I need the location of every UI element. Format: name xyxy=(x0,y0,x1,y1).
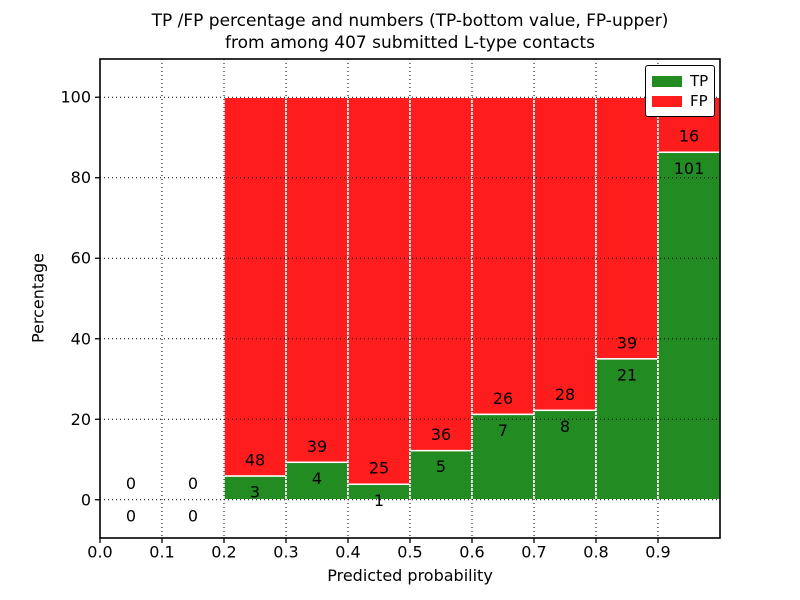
fp-count-label: 36 xyxy=(431,425,451,444)
bar-fp-segment xyxy=(285,96,349,464)
x-tick-label: 0.5 xyxy=(397,543,422,562)
legend-swatch-fp-icon xyxy=(652,95,682,107)
x-tick-label: 0.3 xyxy=(273,543,298,562)
tp-count-label: 21 xyxy=(617,365,637,384)
x-tick-label: 0.7 xyxy=(521,543,546,562)
fp-count-label: 48 xyxy=(245,451,265,470)
fp-count-label: 16 xyxy=(679,127,699,146)
chart-title: TP /FP percentage and numbers (TP-bottom… xyxy=(100,10,720,54)
legend-entry-tp: TP xyxy=(652,71,708,91)
x-tick-label: 0.2 xyxy=(211,543,236,562)
fp-count-label: 28 xyxy=(555,385,575,404)
legend-label-tp: TP xyxy=(690,72,709,90)
bar-fp-segment xyxy=(223,96,287,477)
legend: TP FP xyxy=(645,65,715,117)
tp-count-label: 0 xyxy=(188,506,198,525)
fp-count-label: 39 xyxy=(617,333,637,352)
y-tick-label: 40 xyxy=(71,329,91,348)
x-tick-label: 0.1 xyxy=(149,543,174,562)
y-tick-label: 100 xyxy=(60,88,91,107)
tp-count-label: 1 xyxy=(374,491,384,510)
x-tick-label: 0.0 xyxy=(87,543,112,562)
y-tick-label: 80 xyxy=(71,168,91,187)
y-tick-label: 20 xyxy=(71,410,91,429)
bar-tp-segment xyxy=(657,151,721,501)
fp-count-label: 0 xyxy=(126,474,136,493)
x-tick-label: 0.6 xyxy=(459,543,484,562)
chart-title-line2: from among 407 submitted L-type contacts xyxy=(224,33,595,53)
fp-count-label: 39 xyxy=(307,437,327,456)
tp-count-label: 3 xyxy=(250,483,260,502)
tp-count-label: 4 xyxy=(312,469,322,488)
x-tick-label: 0.4 xyxy=(335,543,360,562)
bar-fp-segment xyxy=(409,96,473,452)
bar-fp-segment xyxy=(471,96,535,416)
x-tick-label: 0.9 xyxy=(645,543,670,562)
fp-count-label: 0 xyxy=(188,474,198,493)
x-axis-label: Predicted probability xyxy=(327,566,493,585)
fp-count-label: 25 xyxy=(369,459,389,478)
bar-tp-segment xyxy=(595,358,659,501)
tp-count-label: 5 xyxy=(436,457,446,476)
y-tick-label: 0 xyxy=(81,490,91,509)
x-tick-label: 0.8 xyxy=(583,543,608,562)
tp-count-label: 8 xyxy=(560,417,570,436)
bar-tp-segment xyxy=(533,409,597,501)
bar-fp-segment xyxy=(595,96,659,360)
bar-fp-segment xyxy=(533,96,597,412)
fp-count-label: 26 xyxy=(493,389,513,408)
chart-title-line1: TP /FP percentage and numbers (TP-bottom… xyxy=(151,11,669,31)
legend-entry-fp: FP xyxy=(652,91,708,111)
tp-count-label: 7 xyxy=(498,421,508,440)
legend-label-fp: FP xyxy=(690,92,708,110)
bar-tp-segment xyxy=(409,449,473,501)
bar-fp-segment xyxy=(347,96,411,486)
tp-count-label: 101 xyxy=(674,159,705,178)
y-tick-label: 60 xyxy=(71,249,91,268)
tp-count-label: 0 xyxy=(126,506,136,525)
legend-swatch-tp-icon xyxy=(652,75,682,87)
